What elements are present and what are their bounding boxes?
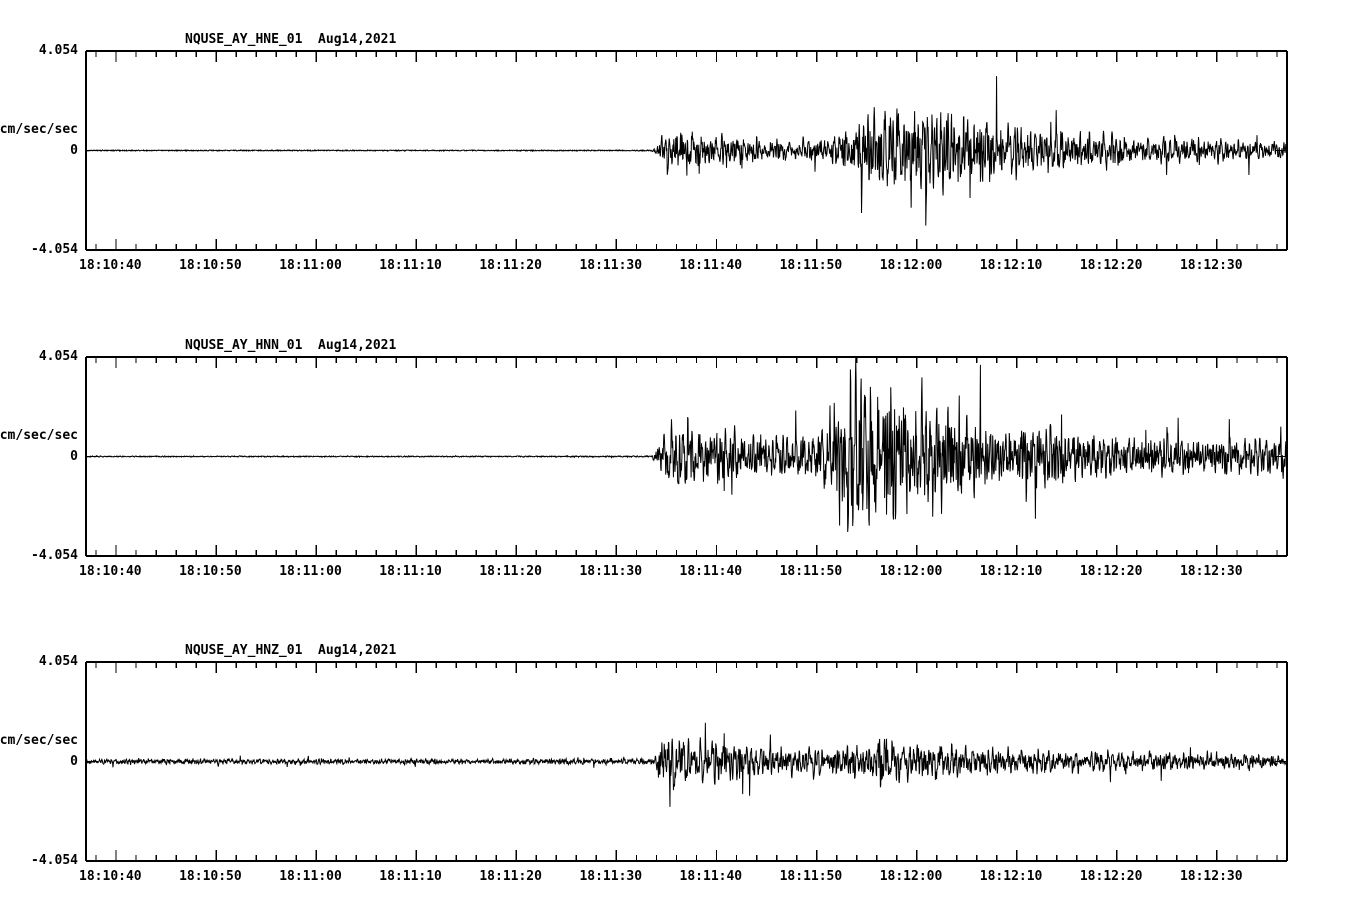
y-axis-zero-label: 0	[70, 753, 78, 769]
waveform-trace-hnz	[85, 722, 1288, 807]
x-axis-tick-label: 18:11:10	[379, 258, 442, 273]
x-axis-tick-label: 18:11:30	[579, 869, 643, 884]
x-axis-tick-label: 18:12:00	[879, 869, 943, 884]
x-axis-tick-label: 18:10:50	[179, 564, 242, 579]
x-axis-tick-label: 18:12:30	[1179, 564, 1243, 579]
waveform-trace-hne	[85, 76, 1288, 226]
x-axis-tick-label: 18:11:40	[679, 258, 743, 273]
x-axis-tick-label: 18:11:20	[479, 258, 542, 273]
x-axis-tick-label: 18:11:20	[479, 564, 542, 579]
x-axis-tick-label: 18:11:30	[579, 564, 643, 579]
y-axis-zero-label: 0	[70, 448, 78, 464]
x-axis-tick-label: 18:10:40	[79, 869, 142, 884]
x-axis-tick-label: 18:12:10	[979, 869, 1043, 884]
x-axis-tick-label: 18:11:00	[279, 258, 342, 273]
x-axis-tick-label: 18:10:50	[179, 869, 242, 884]
x-axis-tick-label: 18:12:10	[979, 258, 1043, 273]
x-axis-tick-label: 18:11:20	[479, 869, 542, 884]
panel-title-hnz: NQUSE_AY_HNZ_01 Aug14,2021	[185, 643, 397, 658]
x-axis-tick-label: 18:12:30	[1179, 869, 1243, 884]
x-axis-tick-label: 18:12:20	[1079, 258, 1143, 273]
x-axis-tick-label: 18:11:50	[779, 869, 843, 884]
x-axis-tick-label: 18:11:50	[779, 564, 843, 579]
y-axis-max-label: 4.054	[38, 654, 78, 669]
x-axis-tick-label: 18:12:10	[979, 564, 1043, 579]
y-axis-min-label: -4.054	[31, 242, 78, 257]
waveform-trace-hnn	[85, 358, 1288, 532]
y-axis-max-label: 4.054	[38, 43, 78, 58]
x-axis-tick-label: 18:11:30	[579, 258, 643, 273]
panel-title-hne: NQUSE_AY_HNE_01 Aug14,2021	[185, 32, 397, 47]
x-axis-tick-label: 18:11:10	[379, 869, 442, 884]
x-axis-tick-label: 18:12:20	[1079, 869, 1143, 884]
y-axis-min-label: -4.054	[31, 853, 78, 868]
x-axis-tick-label: 18:12:00	[879, 564, 943, 579]
x-axis-tick-label: 18:11:40	[679, 564, 743, 579]
x-axis-tick-label: 18:11:10	[379, 564, 442, 579]
y-axis-unit-label: cm/sec/sec	[0, 427, 78, 443]
y-axis-max-label: 4.054	[38, 349, 78, 364]
y-axis-unit-label: cm/sec/sec	[0, 121, 78, 137]
x-axis-tick-label: 18:11:00	[279, 869, 342, 884]
x-axis-tick-label: 18:11:40	[679, 869, 743, 884]
panel-title-hnn: NQUSE_AY_HNN_01 Aug14,2021	[185, 338, 397, 353]
x-axis-tick-label: 18:12:20	[1079, 564, 1143, 579]
x-axis-tick-label: 18:12:00	[879, 258, 943, 273]
y-axis-unit-label: cm/sec/sec	[0, 732, 78, 748]
y-axis-zero-label: 0	[70, 142, 78, 158]
x-axis-tick-label: 18:11:50	[779, 258, 843, 273]
x-axis-tick-label: 18:10:40	[79, 564, 142, 579]
y-axis-min-label: -4.054	[31, 548, 78, 563]
x-axis-tick-label: 18:11:00	[279, 564, 342, 579]
x-axis-tick-label: 18:10:50	[179, 258, 242, 273]
x-axis-tick-label: 18:10:40	[79, 258, 142, 273]
x-axis-tick-label: 18:12:30	[1179, 258, 1243, 273]
